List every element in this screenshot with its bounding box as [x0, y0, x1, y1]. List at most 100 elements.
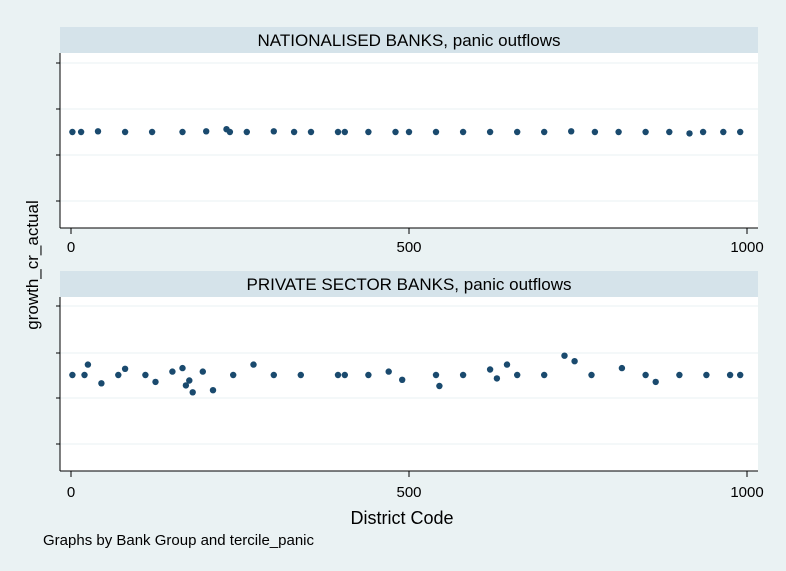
data-point: [230, 371, 237, 379]
panel-title: NATIONALISED BANKS, panic outflows: [258, 31, 561, 50]
data-point: [514, 128, 521, 136]
data-point: [250, 361, 257, 368]
data-point: [169, 368, 176, 375]
data-point: [189, 389, 196, 396]
data-point: [703, 371, 710, 379]
data-point: [69, 128, 76, 136]
y-axis-label: growth_cr_actual: [23, 200, 42, 329]
data-point: [186, 377, 193, 384]
data-point: [486, 366, 494, 373]
x-tick-label: 500: [396, 484, 421, 501]
data-point: [571, 358, 578, 365]
plot-area: [60, 53, 758, 228]
data-point: [365, 128, 372, 136]
data-point: [334, 371, 342, 379]
data-point: [84, 361, 92, 368]
data-point: [98, 380, 105, 387]
data-point: [341, 128, 348, 136]
data-point: [341, 371, 348, 379]
data-point: [121, 365, 129, 372]
x-tick-label: 1000: [730, 484, 763, 501]
x-axis-ticks: 0 500 1000: [67, 471, 764, 501]
data-point: [591, 128, 599, 136]
data-point: [307, 128, 315, 136]
data-point: [365, 371, 372, 379]
panel-nationalised: NATIONALISED BANKS, panic outflows 0 500…: [56, 27, 764, 256]
data-point: [270, 128, 277, 135]
data-points: [69, 352, 744, 396]
data-point: [334, 128, 342, 136]
data-point: [737, 128, 744, 136]
data-point: [561, 352, 568, 359]
data-point: [642, 371, 649, 379]
data-point: [81, 371, 88, 379]
graph-note: Graphs by Bank Group and tercile_panic: [43, 532, 314, 549]
data-point: [77, 128, 85, 136]
data-point: [541, 371, 548, 379]
strip-background: [60, 27, 758, 53]
data-point: [209, 387, 217, 394]
x-axis-ticks: 0 500 1000: [67, 228, 764, 256]
data-point: [726, 371, 734, 379]
data-point: [142, 371, 149, 379]
data-point: [503, 361, 511, 368]
data-point: [699, 128, 707, 136]
data-point: [297, 371, 304, 379]
data-point: [676, 371, 683, 379]
data-point: [243, 128, 250, 136]
data-point: [199, 368, 206, 375]
data-point: [615, 128, 622, 136]
x-axis-label: District Code: [350, 508, 453, 528]
gridlines: [60, 62, 758, 202]
gridlines: [60, 305, 758, 445]
data-point: [541, 128, 548, 136]
data-point: [392, 128, 399, 136]
panel-private: PRIVATE SECTOR BANKS, panic outflows 0 5…: [56, 271, 764, 501]
y-axis-label-group: growth_cr_actual: [23, 200, 42, 329]
data-point: [179, 128, 186, 136]
data-point: [432, 371, 440, 379]
data-point: [69, 371, 76, 379]
data-point: [226, 128, 234, 136]
y-axis-ticks: [56, 62, 60, 202]
data-point: [514, 371, 521, 379]
data-point: [121, 128, 129, 136]
data-point: [618, 364, 626, 372]
data-point: [148, 128, 156, 136]
x-tick-label: 1000: [730, 239, 763, 256]
plot-area: [60, 297, 758, 471]
data-point: [493, 375, 501, 382]
data-point: [652, 378, 659, 386]
x-tick-label: 0: [67, 484, 75, 501]
data-point: [179, 364, 186, 372]
data-point: [666, 128, 673, 136]
data-point: [436, 382, 443, 390]
panel-title: PRIVATE SECTOR BANKS, panic outflows: [246, 275, 571, 294]
x-tick-label: 500: [396, 239, 421, 256]
data-point: [432, 128, 440, 136]
data-point: [459, 128, 467, 136]
data-point: [686, 130, 693, 137]
data-point: [203, 128, 210, 135]
data-point: [182, 382, 190, 389]
x-tick-label: 0: [67, 239, 75, 256]
data-point: [720, 128, 727, 136]
data-points: [69, 126, 744, 137]
data-point: [486, 128, 494, 136]
data-point: [405, 128, 413, 136]
data-point: [270, 371, 277, 379]
data-point: [385, 368, 392, 375]
strip-background: [60, 271, 758, 297]
data-point: [459, 371, 467, 379]
data-point: [399, 376, 406, 383]
data-point: [737, 371, 744, 379]
y-axis-ticks: [56, 305, 60, 445]
data-point: [290, 128, 298, 136]
data-point: [152, 378, 159, 386]
data-point: [94, 128, 102, 135]
data-point: [568, 128, 575, 135]
data-point: [115, 371, 122, 379]
data-point: [642, 128, 649, 136]
data-point: [588, 371, 595, 379]
